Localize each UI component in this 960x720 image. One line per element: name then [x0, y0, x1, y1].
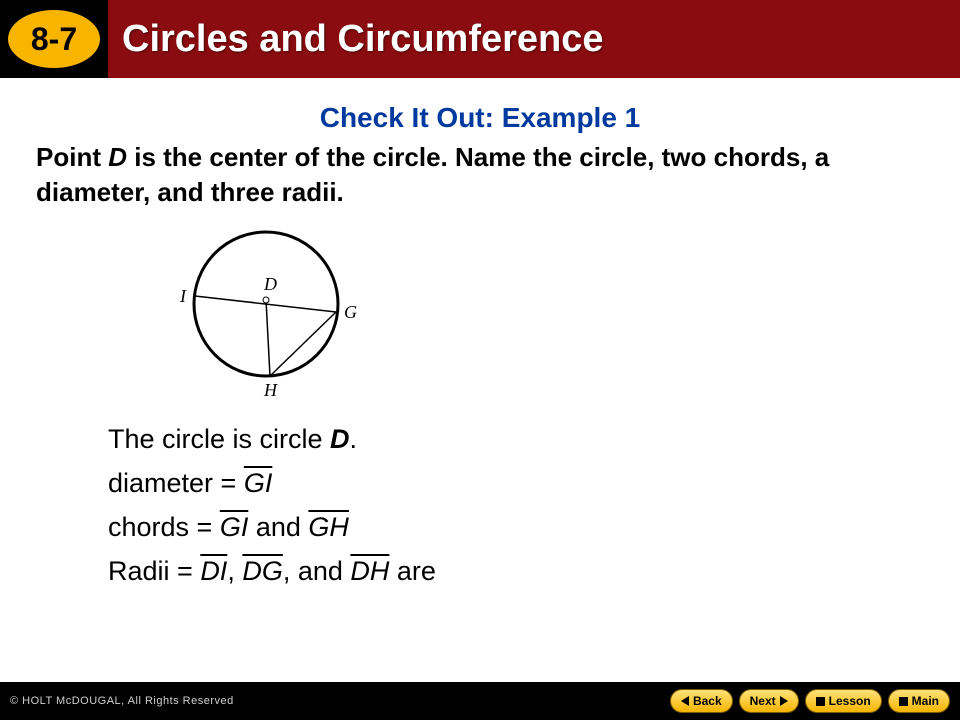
label: Radii = — [108, 556, 200, 586]
segment: DH — [350, 556, 389, 586]
slide-content: Check It Out: Example 1 Point D is the c… — [0, 78, 960, 593]
square-icon — [816, 697, 825, 706]
label: diameter = — [108, 468, 244, 498]
diagram-container: D I G H — [36, 214, 924, 409]
button-label: Next — [750, 694, 776, 708]
lesson-button[interactable]: Lesson — [805, 689, 882, 713]
answer-diameter: diameter = GI — [108, 463, 924, 505]
segment: DI — [200, 556, 227, 586]
suffix: are — [389, 556, 436, 586]
problem-text-rest: is the center of the circle. Name the ci… — [36, 142, 829, 207]
next-button[interactable]: Next — [739, 689, 799, 713]
lesson-title: Circles and Circumference — [108, 0, 960, 78]
answers-block: The circle is circle D. diameter = GI ch… — [36, 419, 924, 592]
answer-text: The circle is circle — [108, 424, 330, 454]
problem-statement: Point D is the center of the circle. Nam… — [36, 140, 924, 210]
copyright-text: © HOLT McDOUGAL, All Rights Reserved — [10, 695, 234, 707]
segment: GI — [244, 468, 273, 498]
svg-text:G: G — [344, 302, 357, 322]
answer-radii: Radii = DI, DG, and DH are — [108, 551, 924, 593]
svg-text:I: I — [179, 286, 187, 306]
svg-text:H: H — [263, 380, 278, 400]
segment: GI — [220, 512, 249, 542]
segment: GH — [308, 512, 349, 542]
slide-footer: © HOLT McDOUGAL, All Rights Reserved Bac… — [0, 682, 960, 720]
back-button[interactable]: Back — [670, 689, 733, 713]
sep: and — [248, 512, 308, 542]
square-icon — [899, 697, 908, 706]
chevron-left-icon — [681, 696, 689, 706]
lesson-badge: 8-7 — [0, 0, 108, 78]
circle-diagram: D I G H — [166, 214, 386, 409]
button-label: Lesson — [829, 694, 871, 708]
slide-header: 8-7 Circles and Circumference — [0, 0, 960, 78]
label: chords = — [108, 512, 220, 542]
answer-chords: chords = GI and GH — [108, 507, 924, 549]
button-label: Back — [693, 694, 722, 708]
answer-circle-name: The circle is circle D. — [108, 419, 924, 461]
sep: , and — [283, 556, 351, 586]
problem-text-prefix: Point — [36, 142, 108, 172]
chevron-right-icon — [780, 696, 788, 706]
problem-variable: D — [108, 142, 127, 172]
sep: , — [227, 556, 242, 586]
nav-button-group: Back Next Lesson Main — [670, 689, 950, 713]
answer-suffix: . — [350, 424, 358, 454]
example-heading: Check It Out: Example 1 — [36, 102, 924, 134]
lesson-number: 8-7 — [8, 10, 100, 68]
answer-var: D — [330, 424, 350, 454]
svg-text:D: D — [263, 274, 277, 294]
button-label: Main — [912, 694, 939, 708]
segment: DG — [242, 556, 283, 586]
main-button[interactable]: Main — [888, 689, 950, 713]
